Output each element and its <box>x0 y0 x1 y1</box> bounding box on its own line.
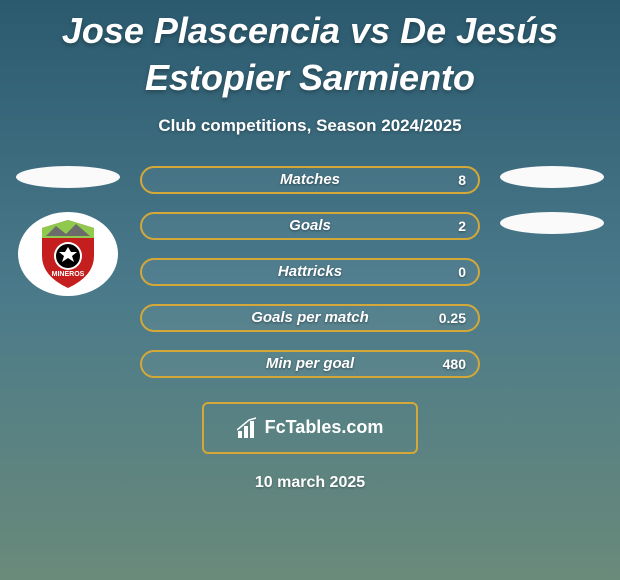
right-column <box>500 166 604 234</box>
stat-value: 0.25 <box>439 310 466 326</box>
player-oval-right-2 <box>500 212 604 234</box>
stat-value: 8 <box>458 172 466 188</box>
stat-label: Min per goal <box>266 355 354 372</box>
brand-box[interactable]: FcTables.com <box>202 402 418 454</box>
stat-label: Goals per match <box>251 309 369 326</box>
player-oval-left <box>16 166 120 188</box>
left-column: MINEROS <box>16 166 120 296</box>
stat-value: 2 <box>458 218 466 234</box>
date-label: 10 march 2025 <box>0 474 620 492</box>
stat-row: Matches 8 <box>140 166 480 194</box>
stat-row: Hattricks 0 <box>140 258 480 286</box>
stat-row: Min per goal 480 <box>140 350 480 378</box>
stat-label: Goals <box>289 217 331 234</box>
comparison-content: MINEROS Matches 8 Goals 2 Hattricks 0 Go… <box>0 166 620 378</box>
page-title: Jose Plascencia vs De Jesús Estopier Sar… <box>0 0 620 102</box>
stat-label: Matches <box>280 171 340 188</box>
stat-label: Hattricks <box>278 263 342 280</box>
stat-value: 480 <box>443 356 466 372</box>
mineros-shield-icon: MINEROS <box>28 214 108 294</box>
brand-label: FcTables.com <box>265 417 384 438</box>
stat-row: Goals 2 <box>140 212 480 240</box>
team-logo-left: MINEROS <box>18 212 118 296</box>
subtitle: Club competitions, Season 2024/2025 <box>0 116 620 136</box>
bar-chart-icon <box>237 417 259 439</box>
player-oval-right-1 <box>500 166 604 188</box>
svg-text:MINEROS: MINEROS <box>52 271 85 278</box>
stats-list: Matches 8 Goals 2 Hattricks 0 Goals per … <box>140 166 480 378</box>
stat-row: Goals per match 0.25 <box>140 304 480 332</box>
stat-value: 0 <box>458 264 466 280</box>
